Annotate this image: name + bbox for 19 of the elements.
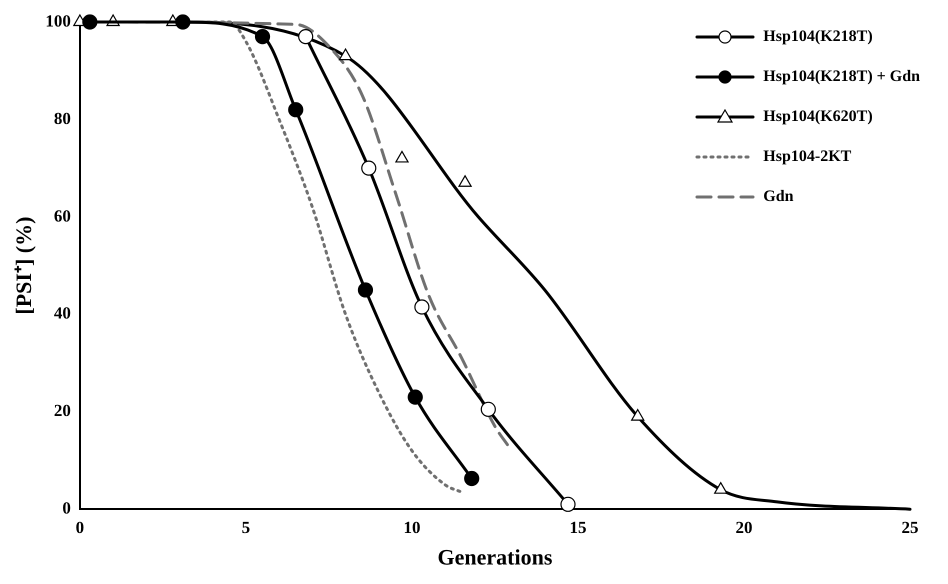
x-tick-label: 25 xyxy=(902,518,918,537)
x-tick-label: 5 xyxy=(242,518,250,537)
x-tick-label: 10 xyxy=(403,518,420,537)
y-tick-label: 100 xyxy=(45,11,71,30)
x-tick-label: 20 xyxy=(735,518,752,537)
legend-label: Hsp104(K218T) + Gdn xyxy=(763,68,920,86)
x-tick-label: 0 xyxy=(76,518,84,537)
legend-label: Hsp104(K218T) xyxy=(763,28,873,46)
x-tick-label: 15 xyxy=(569,518,586,537)
legend-label: Hsp104(K620T) xyxy=(763,108,873,126)
y-tick-label: 0 xyxy=(62,498,71,518)
y-axis-title: [PSI⁺] (%) xyxy=(10,216,36,315)
legend-label: Hsp104-2KT xyxy=(763,148,852,166)
y-tick-label: 40 xyxy=(54,304,71,323)
y-tick-label: 80 xyxy=(54,108,71,128)
x-axis-title: Generations xyxy=(438,544,553,570)
y-tick-label: 60 xyxy=(54,206,71,226)
legend-label: Gdn xyxy=(763,188,794,206)
y-tick-label: 20 xyxy=(54,401,71,420)
